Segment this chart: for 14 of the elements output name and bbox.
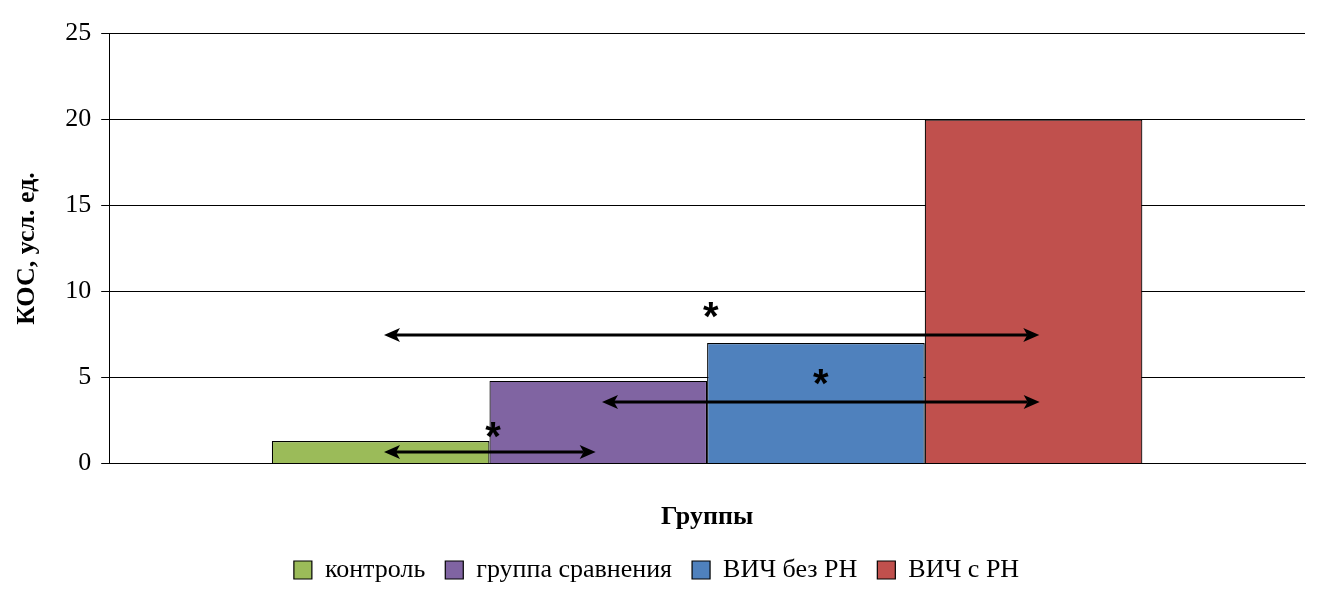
x-axis-title: Группы — [660, 501, 754, 531]
y-tick-label: 5 — [78, 361, 92, 391]
y-tick-label: 10 — [65, 275, 92, 305]
legend-label: ВИЧ с РН — [908, 553, 1020, 583]
annotation: * — [701, 293, 720, 338]
y-tick-label: 15 — [65, 189, 92, 219]
legend-label: контроль — [324, 553, 426, 583]
legend-label: ВИЧ без РН — [723, 553, 858, 583]
y-tick-label: 20 — [65, 103, 92, 133]
legend-label: группа сравнения — [476, 553, 673, 583]
y-tick-label: 25 — [65, 17, 92, 47]
annotation: * — [811, 360, 830, 405]
y-tick-label: 0 — [78, 447, 92, 477]
y-axis-title: КОС, усл. ед. — [11, 172, 41, 325]
